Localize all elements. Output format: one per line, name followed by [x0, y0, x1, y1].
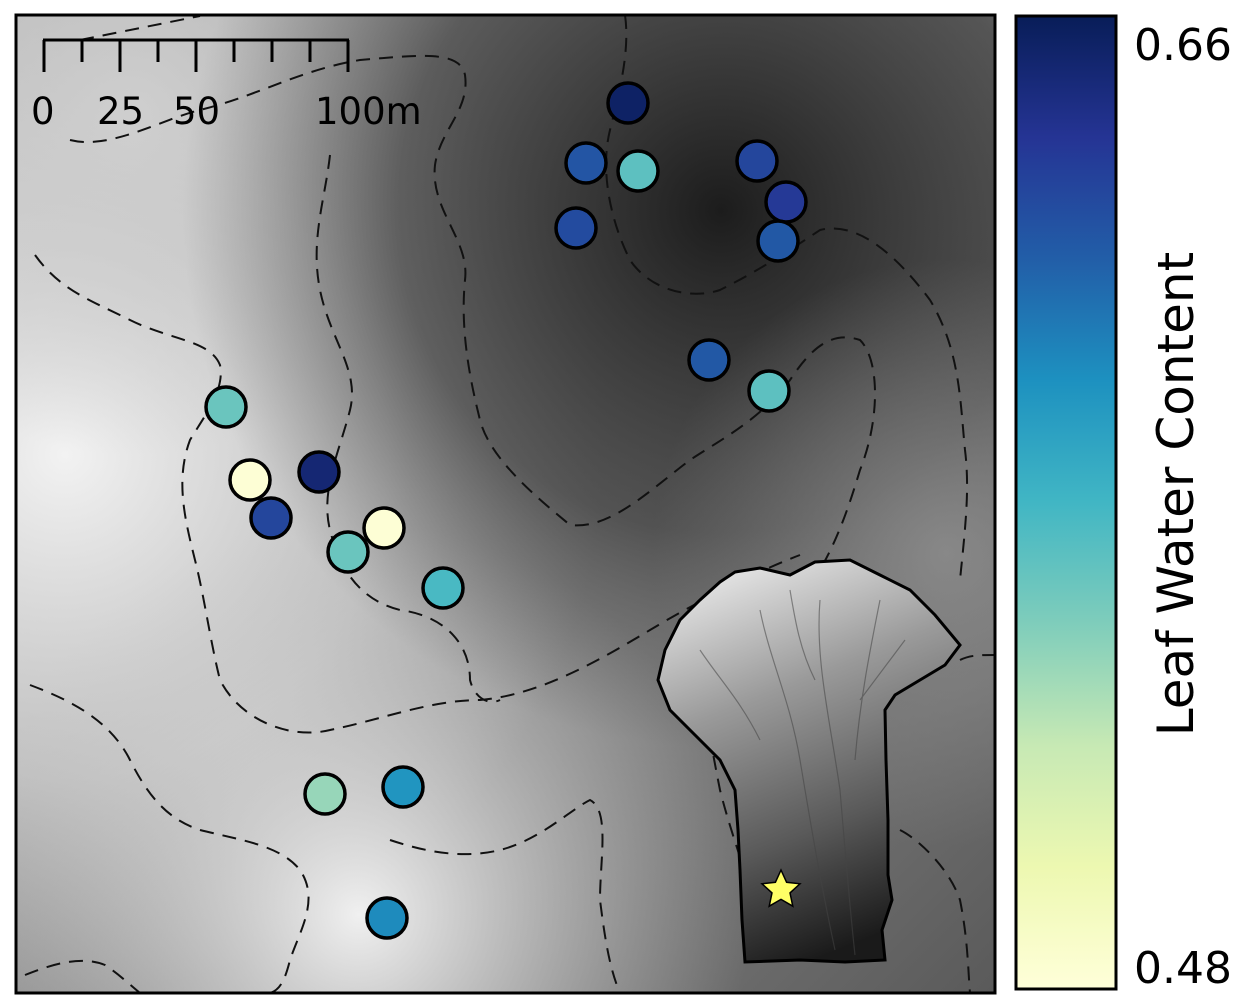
- sample-point[interactable]: [326, 530, 370, 574]
- contour-line: [959, 654, 995, 661]
- sample-point[interactable]: [687, 338, 731, 382]
- sample-point[interactable]: [303, 772, 347, 816]
- contour-line: [69, 54, 876, 601]
- sample-point[interactable]: [249, 496, 293, 540]
- map-panel: 0 25 50 100m: [16, 15, 995, 993]
- sample-point[interactable]: [606, 81, 650, 125]
- sample-point[interactable]: [616, 149, 660, 193]
- scale-label-25: 25: [97, 90, 144, 133]
- contour-line: [605, 15, 969, 581]
- contour-line: [29, 684, 310, 993]
- scale-label-0: 0: [31, 90, 55, 133]
- contour-line: [24, 959, 141, 993]
- sample-point[interactable]: [554, 206, 598, 250]
- contour-line: [315, 154, 501, 703]
- contour-line: [389, 798, 621, 993]
- scale-bar: [42, 38, 350, 72]
- colorbar-gradient: [1014, 14, 1118, 991]
- sample-point[interactable]: [747, 369, 791, 413]
- contour-line: [34, 254, 801, 734]
- star-marker-icon: [760, 868, 802, 908]
- colorbar-max-label: 0.66: [1134, 20, 1232, 71]
- sample-point[interactable]: [756, 219, 800, 263]
- sample-point[interactable]: [297, 450, 341, 494]
- sample-point[interactable]: [228, 458, 272, 502]
- scale-label-100m: 100m: [315, 90, 422, 133]
- sample-point[interactable]: [421, 566, 465, 610]
- colorbar-title: Leaf Water Content: [1147, 252, 1205, 736]
- sample-point[interactable]: [564, 141, 608, 185]
- map-frame: [14, 13, 997, 995]
- sample-point[interactable]: [365, 896, 409, 940]
- contour-line: [79, 15, 201, 41]
- watershed-outline: [656, 558, 962, 964]
- contour-line: [899, 829, 971, 993]
- scale-label-50: 50: [173, 90, 220, 133]
- sample-point[interactable]: [362, 506, 406, 550]
- sample-point[interactable]: [764, 180, 808, 224]
- scale-labels: 0 25 50 100m: [31, 90, 422, 133]
- sample-point[interactable]: [204, 385, 248, 429]
- sample-point[interactable]: [735, 139, 779, 183]
- sample-point[interactable]: [381, 765, 425, 809]
- sample-points: [204, 81, 808, 940]
- colorbar: 0.66 0.48 Leaf Water Content: [1014, 14, 1232, 994]
- colorbar-min-label: 0.48: [1134, 943, 1232, 994]
- drainage-texture: [699, 589, 906, 956]
- watershed-inset: [656, 558, 962, 964]
